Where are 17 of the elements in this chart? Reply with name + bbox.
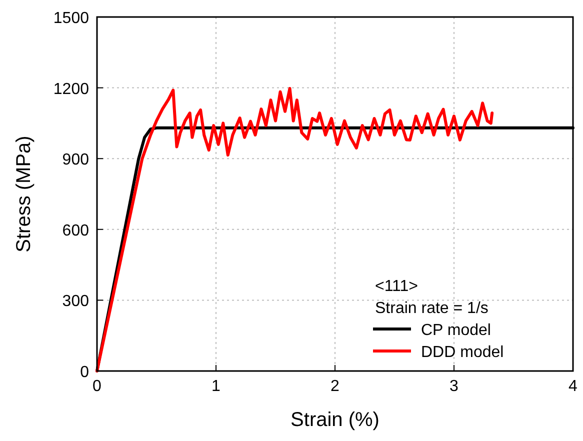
y-tick-label: 1500 — [53, 10, 90, 27]
x-tick-label: 4 — [568, 378, 578, 395]
y-tick-label: 600 — [62, 222, 90, 240]
x-tick-label: 2 — [330, 378, 340, 395]
y-tick-label: 1200 — [53, 80, 90, 98]
y-axis-title: Stress (MPa) — [13, 136, 35, 252]
y-tick-label: 900 — [62, 152, 90, 169]
x-tick-label: 1 — [212, 378, 221, 395]
legend-label: CP model — [421, 322, 491, 339]
x-tick-label: 0 — [92, 378, 102, 395]
annotation: Strain rate = 1/s — [375, 300, 488, 317]
y-tick-label: 0 — [80, 364, 90, 381]
x-axis-title: Strain (%) — [290, 409, 380, 431]
y-tick-label: 300 — [62, 293, 90, 310]
annotation: <111> — [375, 278, 418, 295]
legend-label: DDD model — [421, 344, 504, 361]
x-tick-label: 3 — [450, 378, 459, 395]
